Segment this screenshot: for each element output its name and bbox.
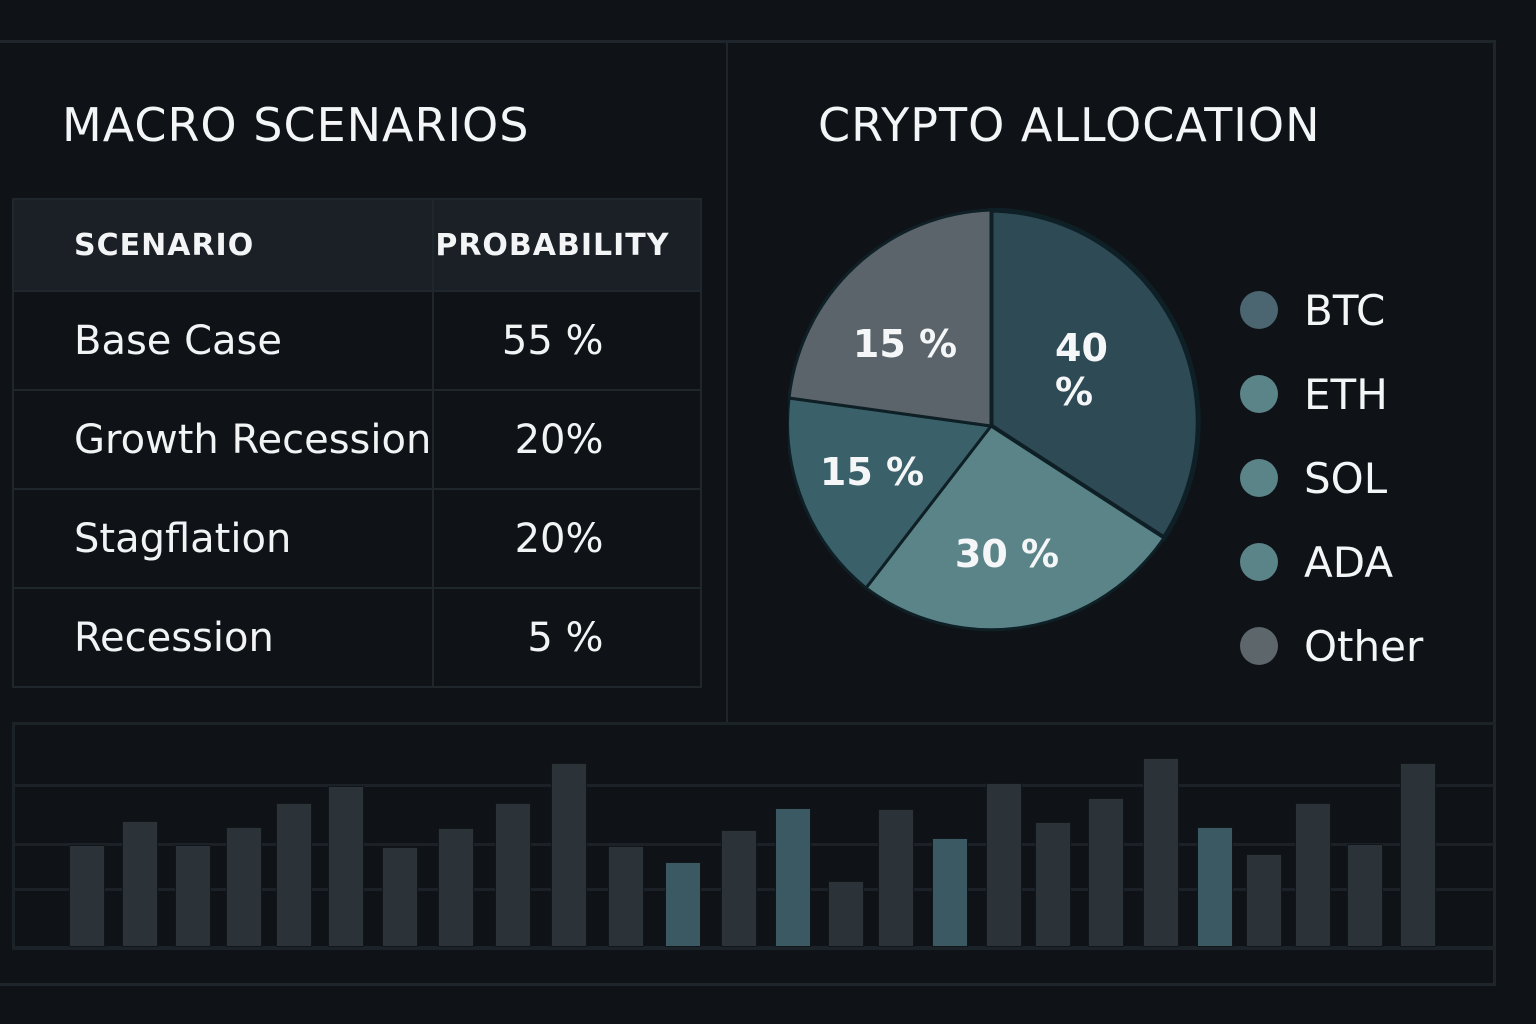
legend-label: SOL (1304, 453, 1388, 503)
bar[interactable] (828, 881, 864, 947)
bar[interactable] (122, 821, 158, 947)
legend-label: ADA (1304, 537, 1394, 587)
allocation-pie-chart: 40 % 30 % 15 % 15 % (786, 207, 1202, 640)
crypto-allocation-title: CRYPTO ALLOCATION (818, 98, 1321, 152)
bar[interactable] (721, 830, 757, 947)
table-row: Recession 5 % (11, 587, 702, 688)
legend-dot-icon (1240, 543, 1278, 581)
scenario-probability: 55 % (432, 290, 702, 391)
legend-label: BTC (1304, 285, 1386, 335)
table-row: Base Case 55 % (11, 290, 702, 391)
scenario-name: Base Case (11, 290, 435, 391)
legend-item-btc[interactable]: BTC (1240, 268, 1423, 352)
legend-item-other[interactable]: Other (1240, 604, 1423, 688)
legend-dot-icon (1240, 291, 1278, 329)
pie-slice-other[interactable] (787, 208, 993, 428)
chart-baseline (14, 946, 1494, 950)
legend-item-ada[interactable]: ADA (1240, 520, 1423, 604)
bar[interactable] (1400, 763, 1436, 947)
column-header-probability: PROBABILITY (432, 198, 702, 292)
legend-item-eth[interactable]: ETH (1240, 352, 1423, 436)
bar[interactable] (226, 827, 262, 947)
dashboard-frame (0, 40, 1496, 986)
legend-dot-icon (1240, 627, 1278, 665)
macro-scenarios-panel (0, 42, 728, 722)
bar[interactable] (1197, 827, 1233, 947)
scenario-name: Stagflation (11, 488, 435, 589)
column-header-scenario: SCENARIO (11, 198, 435, 292)
legend-label: ETH (1304, 369, 1388, 419)
pie-label-btc: 40 % (1055, 326, 1108, 414)
pie-label-other: 15 % (852, 322, 958, 366)
pie-svg (786, 207, 1201, 632)
bar[interactable] (495, 803, 531, 947)
pie-legend: BTC ETH SOL ADA Other (1240, 268, 1423, 688)
scenario-probability: 20% (432, 488, 702, 589)
legend-item-sol[interactable]: SOL (1240, 436, 1423, 520)
bar[interactable] (608, 846, 644, 947)
scenario-probability: 5 % (432, 587, 702, 688)
bar[interactable] (175, 845, 211, 947)
pie-label-eth: 30 % (954, 532, 1060, 576)
legend-dot-icon (1240, 459, 1278, 497)
bar[interactable] (878, 809, 914, 947)
table-row: Stagflation 20% (11, 488, 702, 589)
bar[interactable] (665, 862, 701, 947)
legend-label: Other (1304, 621, 1424, 671)
bar[interactable] (382, 847, 418, 947)
pie-slice-eth[interactable] (863, 423, 1167, 632)
table-row: Growth Recession 20% (11, 389, 702, 490)
legend-dot-icon (1240, 375, 1278, 413)
gridline (14, 784, 1494, 787)
bar[interactable] (775, 808, 811, 947)
bar[interactable] (551, 763, 587, 947)
bar[interactable] (438, 828, 474, 947)
scenario-name: Recession (11, 587, 435, 688)
scenario-probability: 20% (432, 389, 702, 490)
bar[interactable] (1347, 844, 1383, 947)
bar[interactable] (276, 803, 312, 947)
bar[interactable] (1088, 798, 1124, 947)
table-header-row: SCENARIO PROBABILITY (11, 198, 702, 292)
scenario-name: Growth Recession (11, 389, 435, 490)
bar[interactable] (1246, 854, 1282, 947)
bar[interactable] (69, 845, 105, 947)
bar[interactable] (1295, 803, 1331, 947)
bar[interactable] (1143, 758, 1179, 947)
bar[interactable] (932, 838, 968, 947)
pie-slice-btc[interactable] (988, 207, 1201, 542)
macro-scenarios-title: MACRO SCENARIOS (62, 98, 530, 152)
pie-label-sol: 15 % (819, 450, 925, 494)
pie-slice-sol[interactable] (786, 396, 994, 591)
bar[interactable] (328, 786, 364, 947)
bar[interactable] (1035, 822, 1071, 947)
bar[interactable] (986, 783, 1022, 947)
scenario-table: SCENARIO PROBABILITY Base Case 55 % Grow… (11, 198, 702, 688)
